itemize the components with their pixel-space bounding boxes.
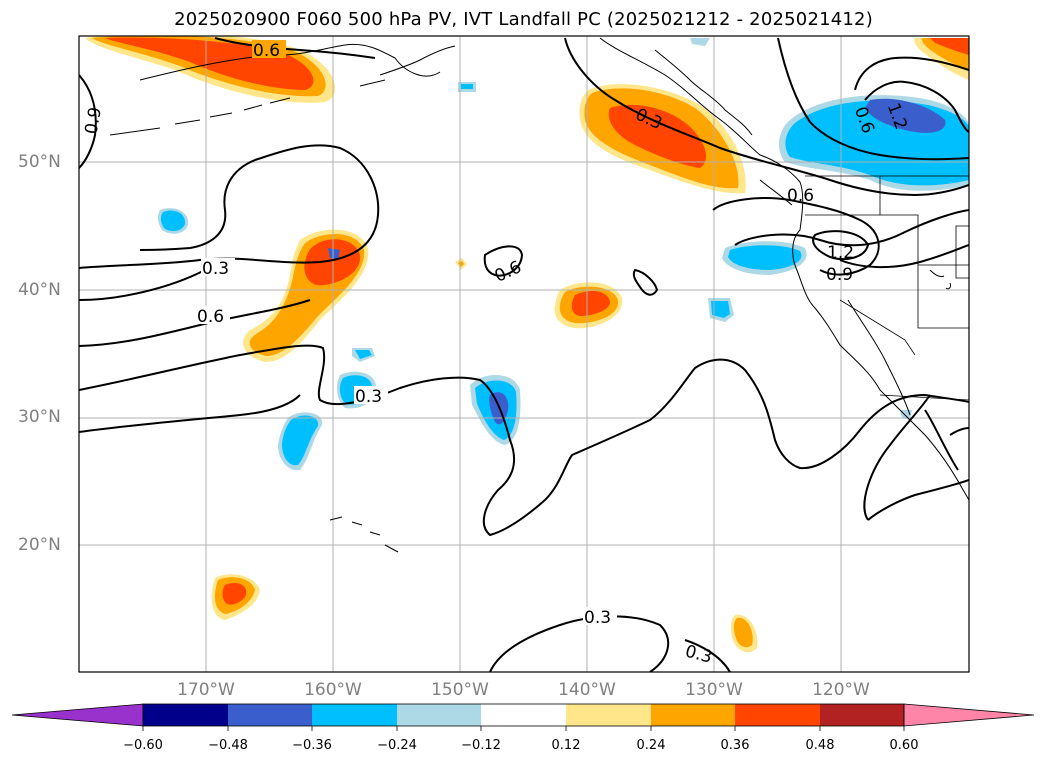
colorbar-bin [566, 704, 651, 726]
colorbar-extend-min [11, 703, 144, 727]
longitude-label: 140°W [558, 680, 616, 700]
latitude-label: 20°N [18, 535, 61, 555]
longitude-label: 150°W [431, 680, 489, 700]
contour-label: 0.3 [683, 641, 714, 667]
contour-label: 0.6 [787, 186, 814, 206]
colorbar-tick-label: 0.48 [805, 738, 835, 753]
colorbar-bin [651, 704, 735, 726]
latitude-label: 30°N [18, 407, 61, 427]
colorbar-bin [820, 704, 904, 726]
colorbar-tick-label: 0.12 [551, 738, 581, 753]
contour-label: 0.3 [584, 608, 611, 628]
map-area: 0.6 0.9 0.3 0.6 0.6 0.3 0.3 0.6 1.2 0.6 … [79, 36, 969, 672]
coastlines [109, 37, 969, 553]
colorbar-bin [481, 704, 566, 726]
longitude-label: 160°W [304, 680, 362, 700]
colorbar-tick-label: 0.24 [636, 738, 666, 753]
contour-label: 1.2 [827, 243, 854, 263]
latitude-label: 40°N [18, 280, 61, 300]
colorbar-bin [143, 704, 228, 726]
map-title: 2025020900 F060 500 hPa PV, IVT Landfall… [174, 9, 873, 30]
colorbar-extend-max [903, 703, 1035, 727]
colorbar-tick-label: 0.60 [889, 738, 919, 753]
longitude-label: 120°W [812, 680, 870, 700]
colorbar-bin [228, 704, 312, 726]
colorbar-tick-label: 0.36 [720, 738, 750, 753]
contour-label: 0.3 [355, 387, 382, 407]
pv-contours [79, 37, 969, 672]
colorbar-bin [735, 704, 820, 726]
contour-label: 0.6 [253, 41, 280, 61]
contour-label: 0.6 [197, 307, 224, 327]
map-frame [78, 35, 970, 673]
colorbar-tick-label: −0.24 [377, 738, 417, 753]
colorbar-tick-label: −0.36 [292, 738, 332, 753]
contour-label: 0.3 [202, 259, 229, 279]
contour-label: 0.9 [81, 106, 105, 136]
colorbar-tick-label: −0.60 [123, 738, 163, 753]
colorbar-tick-label: −0.12 [461, 738, 501, 753]
colorbar-tick-label: −0.48 [208, 738, 248, 753]
contour-label: 0.9 [826, 265, 853, 285]
latitude-label: 50°N [18, 152, 61, 172]
longitude-label: 130°W [685, 680, 743, 700]
longitude-label: 170°W [177, 680, 235, 700]
gridlines [79, 36, 969, 672]
colorbar [11, 703, 1035, 731]
colorbar-bin [312, 704, 397, 726]
colorbar-bin [397, 704, 481, 726]
